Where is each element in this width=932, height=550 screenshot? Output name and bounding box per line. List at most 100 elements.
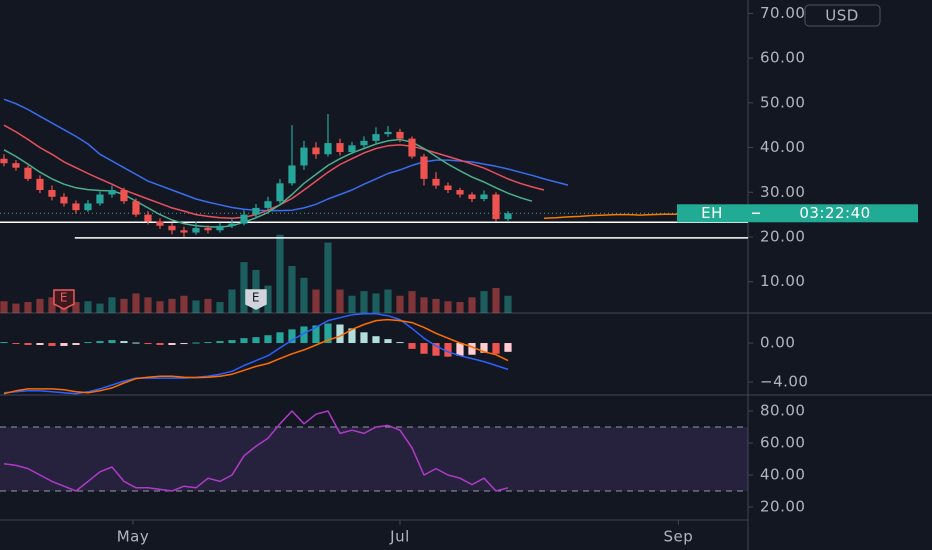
- indicator-line: [3, 313, 509, 395]
- volume-bar: [312, 289, 320, 313]
- volume-bar: [48, 297, 56, 313]
- macd-histogram-bar: [264, 335, 272, 344]
- candle-body: [504, 213, 512, 220]
- earnings-label: E: [60, 291, 68, 305]
- y-tick-label: 20.00: [760, 227, 805, 245]
- candle-body: [276, 183, 284, 202]
- volume-bar: [96, 303, 104, 313]
- candle-body: [0, 158, 8, 164]
- volume-bar: [144, 297, 152, 313]
- volume-bar: [468, 297, 476, 313]
- candle-body: [300, 147, 308, 166]
- volume-bar: [396, 295, 404, 313]
- macd-histogram-bar: [480, 343, 488, 353]
- volume-bar: [444, 301, 452, 313]
- candle-body: [156, 221, 164, 226]
- candle-body: [108, 190, 116, 195]
- candle-body: [432, 178, 440, 186]
- macd-histogram-bar: [72, 343, 80, 345]
- macd-histogram-bar: [156, 343, 164, 345]
- candle-body: [228, 223, 236, 226]
- macd-histogram-bar: [120, 341, 128, 344]
- volume-bar: [84, 301, 92, 313]
- candle-body: [12, 163, 20, 168]
- macd-histogram-bar: [252, 337, 260, 344]
- volume-bar: [420, 297, 428, 313]
- volume-bar: [0, 301, 8, 313]
- macd-histogram-bar: [504, 343, 512, 352]
- macd-histogram-bar: [228, 340, 236, 344]
- volume-bar: [24, 302, 32, 313]
- macd-histogram-bar: [456, 343, 464, 356]
- candle-body: [372, 134, 380, 141]
- y-tick-label: 40.00: [760, 466, 805, 484]
- session-label: EH: [701, 204, 723, 222]
- macd-histogram-bar: [492, 343, 500, 354]
- volume-bar: [480, 291, 488, 313]
- y-tick-label: 50.00: [760, 93, 805, 111]
- y-tick-label: 60.00: [760, 434, 805, 452]
- volume-bar: [72, 302, 80, 313]
- volume-bar: [264, 285, 272, 313]
- candle-body: [240, 214, 248, 224]
- macd-histogram-bar: [0, 342, 8, 344]
- macd-histogram-bar: [444, 343, 452, 357]
- volume-bar: [132, 293, 140, 313]
- volume-bar: [300, 277, 308, 313]
- macd-histogram-bar: [312, 325, 320, 344]
- x-tick-label: May: [117, 528, 150, 546]
- candle-body: [384, 131, 392, 135]
- macd-histogram-bar: [12, 343, 20, 345]
- time-badge: [748, 204, 918, 223]
- indicator-line: [3, 410, 509, 492]
- candle-body: [144, 214, 152, 222]
- countdown-label: 03:22:40: [799, 204, 870, 222]
- volume-bar: [432, 298, 440, 313]
- candle-body: [192, 228, 200, 233]
- session-badge: [677, 204, 748, 223]
- currency-label: USD: [825, 7, 859, 25]
- indicator-line: [3, 138, 533, 228]
- candle-body: [48, 190, 56, 197]
- volume-bar: [384, 289, 392, 313]
- candle-body: [396, 131, 404, 139]
- macd-histogram-bar: [180, 343, 188, 345]
- candle-body: [348, 145, 356, 153]
- volume-bar: [192, 300, 200, 313]
- earnings-label: E: [252, 291, 260, 305]
- y-tick-label: 70.00: [760, 4, 805, 22]
- candle-body: [420, 156, 428, 179]
- macd-histogram-bar: [324, 323, 332, 344]
- candle-body: [324, 143, 332, 155]
- y-tick-label: 60.00: [760, 49, 805, 67]
- volume-bar: [120, 298, 128, 313]
- currency-badge: [804, 4, 881, 27]
- volume-bar: [180, 295, 188, 313]
- volume-bar: [276, 234, 284, 313]
- volume-bar: [504, 295, 512, 313]
- volume-bar: [492, 287, 500, 313]
- volume-bar: [12, 303, 20, 313]
- candle-body: [288, 165, 296, 184]
- volume-bar: [360, 291, 368, 313]
- candle-body: [60, 196, 68, 204]
- macd-histogram-bar: [336, 324, 344, 344]
- y-tick-label: 20.00: [760, 498, 805, 516]
- candle-body: [408, 138, 416, 157]
- candle-body: [204, 228, 212, 231]
- volume-bar: [108, 297, 116, 313]
- candle-body: [456, 190, 464, 195]
- candle-body: [120, 190, 128, 202]
- candle-body: [360, 140, 368, 146]
- candle-body: [480, 194, 488, 199]
- volume-bar: [156, 301, 164, 313]
- candle-body: [312, 147, 320, 155]
- y-tick-label: −4.00: [760, 373, 808, 391]
- macd-histogram-bar: [168, 343, 176, 345]
- candle-body: [72, 203, 80, 211]
- y-tick-label: 10.00: [760, 272, 805, 290]
- macd-histogram-bar: [48, 343, 56, 346]
- candle-body: [336, 143, 344, 153]
- macd-histogram-bar: [60, 343, 68, 346]
